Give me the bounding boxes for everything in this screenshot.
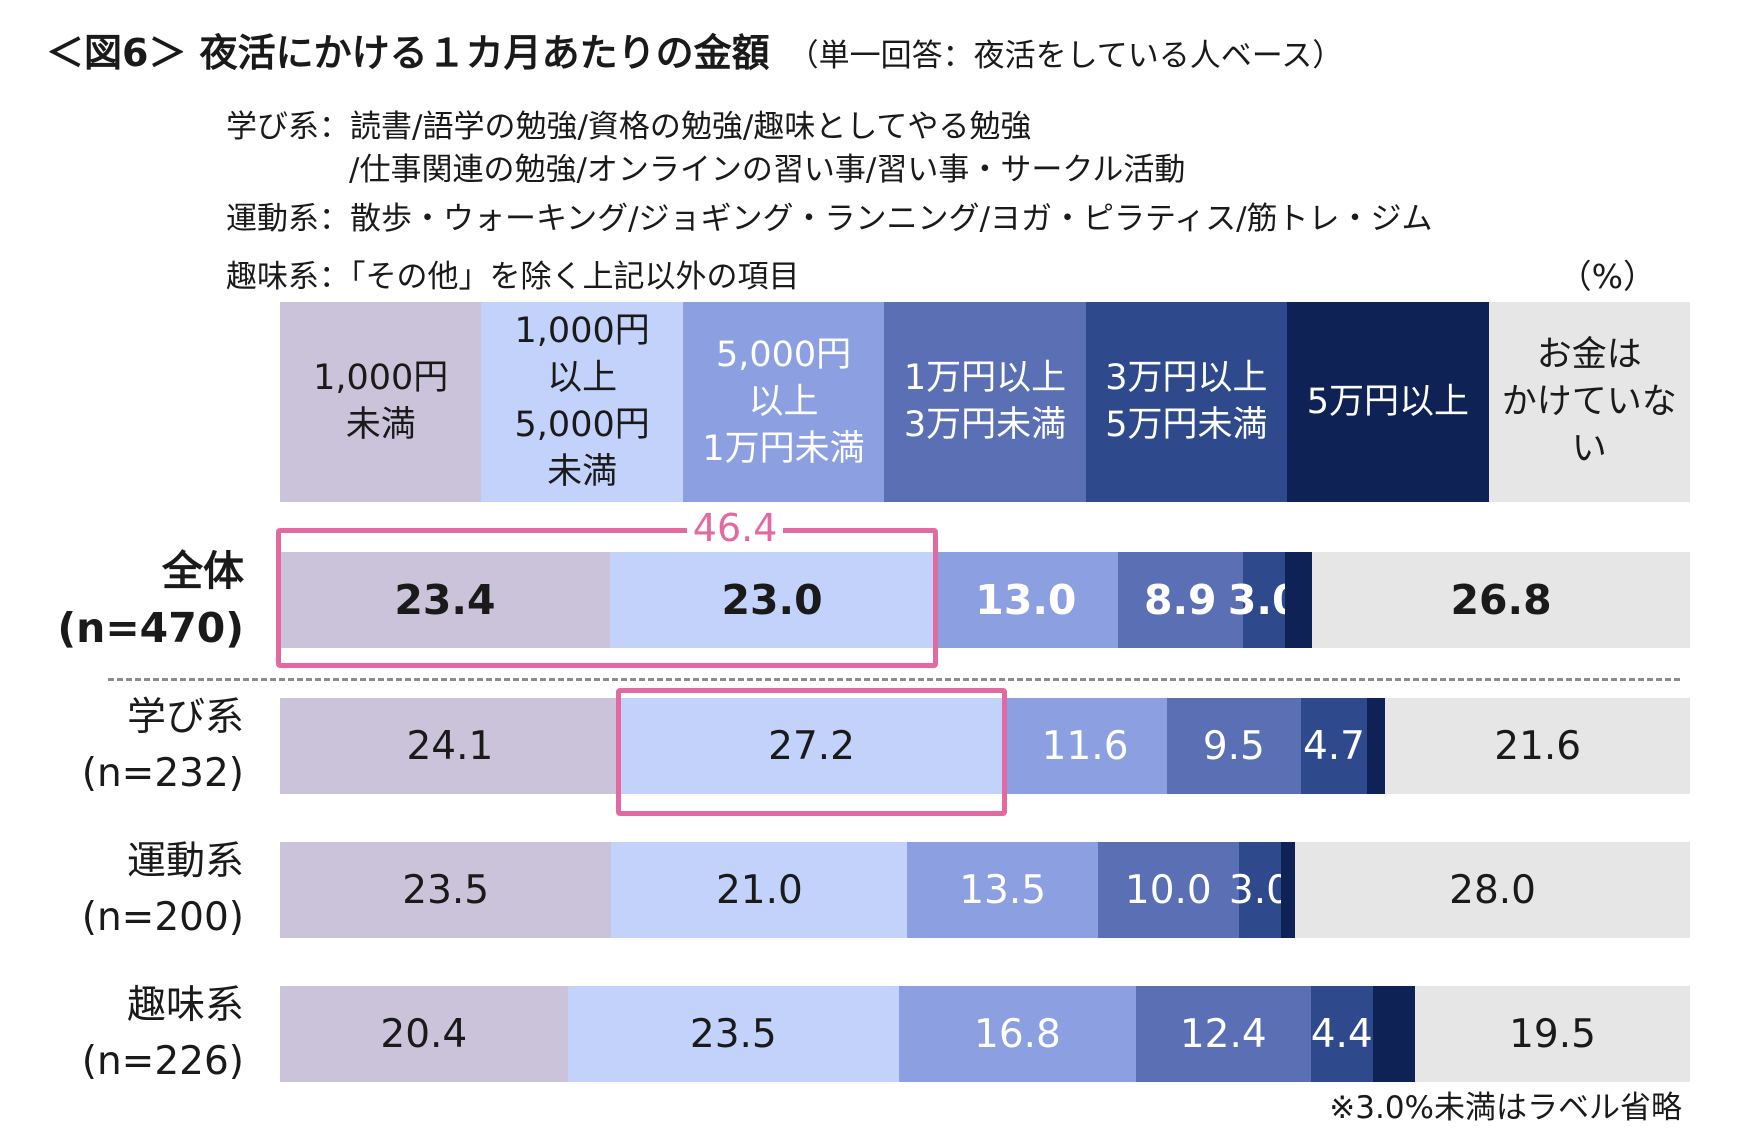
legend-item-5: 3万円以上 5万円未満 [1085, 302, 1288, 502]
data-label-r2-s5: 4.7 [1302, 723, 1365, 769]
data-label-r3-s1: 23.5 [402, 867, 490, 913]
data-label-r4-s4: 12.4 [1179, 1011, 1267, 1057]
row-label-2: 学び系 (n=232) [81, 695, 244, 796]
row-label-1: 全体 (n=470) [57, 547, 244, 652]
bar-segment-r3-s7 [1295, 842, 1690, 938]
legend-item-label: お金は かけていな い [1501, 334, 1677, 469]
bar-segment-r1-s3 [934, 552, 1118, 648]
footnote: ※3.0%未満はラベル省略 [1329, 1090, 1682, 1126]
data-label-r3-s2: 21.0 [715, 867, 803, 913]
data-label-r4-s3: 16.8 [974, 1011, 1061, 1057]
bar-segment-r4-s1 [280, 986, 568, 1082]
data-label-r3-s3: 13.5 [959, 867, 1047, 913]
highlight-box-2 [615, 688, 1008, 816]
definition-line-1: 学び系：読書/語学の勉強/資格の勉強/趣味としてやる勉強 [226, 109, 1032, 145]
data-label-r3-s5: 3.0 [1228, 867, 1291, 913]
bar-segment-r1-s7 [1312, 552, 1690, 648]
highlight-total-label: 46.4 [687, 507, 784, 549]
bar-segment-r2-s4 [1166, 698, 1301, 794]
legend-item-6: 5万円以上 [1287, 302, 1489, 502]
bar-segment-r4-s5 [1310, 986, 1373, 1082]
data-label-r2-s1: 24.1 [406, 723, 494, 769]
legend-item-label: 1万円以上 3万円未満 [903, 358, 1067, 445]
divider-line [108, 678, 1680, 681]
data-label-r1-s4: 8.9 [1143, 576, 1217, 624]
chart-title-block: ＜図6＞ 夜活にかける１カ月あたりの金額 （単一回答：夜活をしている人ベース） [46, 22, 1343, 82]
data-label-r4-s5: 4.4 [1310, 1011, 1373, 1057]
legend-item-label: 5万円以上 [1306, 381, 1469, 422]
data-label-r1-s3: 13.0 [975, 576, 1077, 624]
bar-segment-r3-s2 [611, 842, 908, 938]
data-label-r4-s1: 20.4 [380, 1011, 468, 1057]
legend-item-label: 1,000円 以上 5,000円 未満 [514, 311, 650, 492]
highlight-box-1 [276, 528, 939, 668]
bar-segment-r2-s5 [1300, 698, 1368, 794]
definition-line-4: 趣味系：「その他」を除く上記以外の項目 [226, 259, 800, 295]
bar-segment-r1-s4 [1117, 552, 1244, 648]
legend-item-label: 5,000円 以上 1万円未満 [702, 334, 865, 469]
unit-label: （%） [1558, 257, 1656, 296]
legend-item-2: 1,000円 以上 5,000円 未満 [481, 302, 683, 502]
data-label-r4-s2: 23.5 [689, 1011, 777, 1057]
bar-segment-r2-s6 [1367, 698, 1386, 794]
legend-item-label: 1,000円 未満 [313, 358, 449, 445]
data-label-r2-s2: 27.2 [768, 723, 855, 769]
chart-title: ＜図6＞ 夜活にかける１カ月あたりの金額 [46, 31, 770, 75]
bar-segment-r2-s1 [280, 698, 620, 794]
chart-subtitle: （単一回答：夜活をしている人ベース） [787, 38, 1344, 74]
data-label-r3-s7: 28.0 [1449, 867, 1536, 913]
legend-item-3: 5,000円 以上 1万円未満 [682, 302, 885, 502]
bar-segment-r3-s1 [280, 842, 612, 938]
bar-segment-r1-s1 [280, 552, 610, 648]
data-label-r2-s7: 21.6 [1494, 723, 1582, 769]
bar-segment-r3-s6 [1281, 842, 1296, 938]
row-label-3: 運動系 (n=200) [81, 839, 244, 940]
bar-segment-r2-s7 [1385, 698, 1690, 794]
bar-segment-r1-s6 [1285, 552, 1313, 648]
bar-segment-r3-s4 [1097, 842, 1239, 938]
data-label-r1-s7: 26.8 [1450, 576, 1552, 624]
definition-line-3: 運動系：散歩・ウォーキング/ジョギング・ランニング/ヨガ・ピラティス/筋トレ・ジ… [226, 201, 1433, 237]
data-label-r2-s3: 11.6 [1041, 723, 1129, 769]
legend-item-4: 1万円以上 3万円未満 [884, 302, 1086, 502]
data-label-r2-s4: 9.5 [1202, 723, 1265, 769]
legend-item-label: 3万円以上 5万円未満 [1105, 358, 1268, 445]
bar-segment-r4-s4 [1135, 986, 1311, 1082]
bar-segment-r2-s2 [619, 698, 1004, 794]
data-label-r1-s1: 23.4 [394, 576, 496, 624]
bar-segment-r3-s5 [1238, 842, 1282, 938]
bar-segment-r4-s2 [567, 986, 899, 1082]
bar-segment-r2-s3 [1003, 698, 1167, 794]
data-label-r1-s2: 23.0 [721, 576, 823, 624]
bar-segment-r4-s7 [1415, 986, 1690, 1082]
legend-item-1: 1,000円 未満 [280, 302, 482, 502]
bar-segment-r3-s3 [907, 842, 1098, 938]
bar-segment-r4-s6 [1372, 986, 1416, 1082]
definition-line-2: /仕事関連の勉強/オンラインの習い事/習い事・サークル活動 [349, 152, 1186, 188]
bar-segment-r1-s2 [609, 552, 935, 648]
data-label-r3-s4: 10.0 [1124, 867, 1212, 913]
legend-item-7: お金は かけていな い [1488, 302, 1690, 502]
bar-segment-r1-s5 [1243, 552, 1286, 648]
data-label-r4-s7: 19.5 [1509, 1011, 1596, 1057]
bar-segment-r4-s3 [898, 986, 1136, 1082]
row-label-4: 趣味系 (n=226) [81, 983, 244, 1084]
